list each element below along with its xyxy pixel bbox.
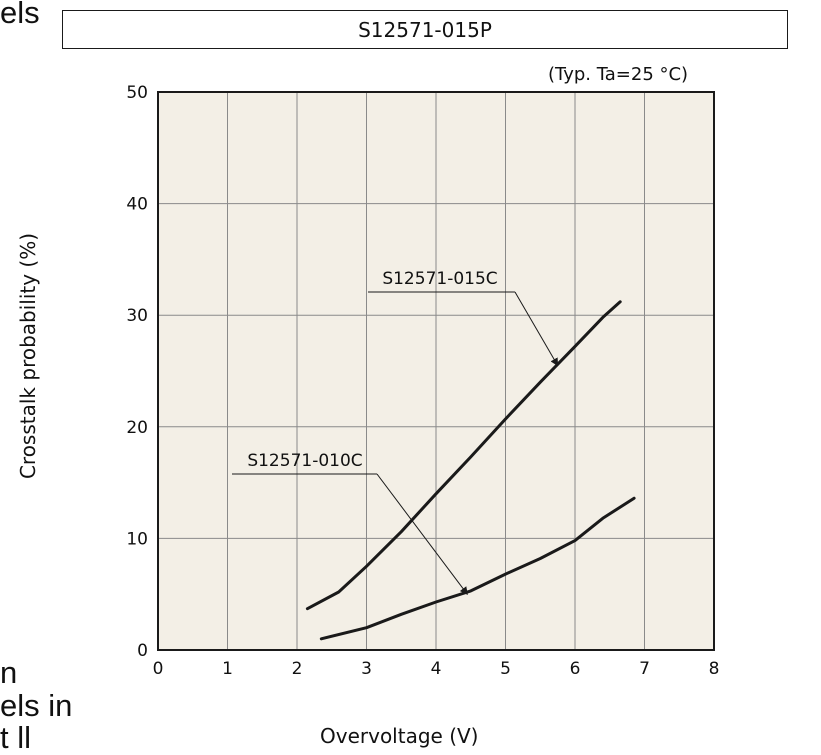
cropped-text-bottom-2: els in xyxy=(0,688,73,723)
x-tick-label: 6 xyxy=(570,659,581,679)
x-tick-label: 3 xyxy=(361,659,372,679)
y-axis-label: Crosstalk probability (%) xyxy=(16,232,40,480)
x-tick-label: 4 xyxy=(431,659,442,679)
annotation-leader-arrow xyxy=(514,291,559,367)
x-tick-label: 2 xyxy=(292,659,303,679)
y-tick-label: 40 xyxy=(126,195,148,215)
x-tick-label: 7 xyxy=(639,659,650,679)
x-tick-label: 0 xyxy=(153,659,164,679)
product-name-label: S12571-015P xyxy=(358,17,492,42)
product-name-box: S12571-015P xyxy=(62,10,788,49)
annotation-leader-arrow xyxy=(376,473,468,595)
x-tick-label: 8 xyxy=(709,659,720,679)
y-tick-label: 0 xyxy=(137,641,148,661)
x-tick-label: 5 xyxy=(500,659,511,679)
y-tick-label: 20 xyxy=(126,418,148,438)
cropped-text-bottom-1: n xyxy=(0,655,18,690)
cropped-text-bottom-3: t ll xyxy=(0,720,31,755)
y-tick-label: 10 xyxy=(126,529,148,549)
condition-note: (Typ. Ta=25 °C) xyxy=(548,64,689,85)
cropped-text-top: els xyxy=(0,0,40,30)
x-tick-label: 1 xyxy=(222,659,233,679)
y-tick-label: 30 xyxy=(126,306,148,326)
annotation-label-s12571-015c: S12571-015C xyxy=(382,269,497,289)
plot-frame xyxy=(157,91,715,651)
series-line-s12571-015c xyxy=(305,300,622,611)
y-tick-label: 50 xyxy=(126,83,148,103)
series-line-s12571-010c xyxy=(319,496,636,641)
annotation-label-s12571-010c: S12571-010C xyxy=(247,451,362,471)
x-axis-label: Overvoltage (V) xyxy=(320,724,479,748)
